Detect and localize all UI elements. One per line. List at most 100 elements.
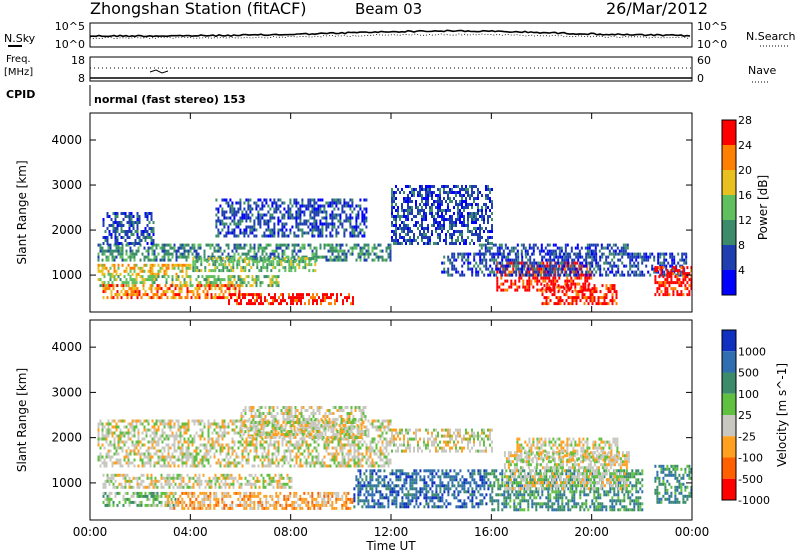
power-cell-4 xyxy=(124,293,127,297)
power-cell-10 xyxy=(514,282,517,286)
power-cell-0 xyxy=(371,249,374,253)
power-cell-11 xyxy=(609,284,612,288)
power-cell-3 xyxy=(183,281,186,285)
power-cell-8 xyxy=(489,230,491,233)
power-cell-12 xyxy=(595,252,598,256)
power-cell-12 xyxy=(587,255,590,259)
power-cell-12 xyxy=(451,273,454,277)
power-cell-7 xyxy=(267,234,270,238)
power-cell-0 xyxy=(145,255,148,259)
power-cell-9 xyxy=(532,246,535,250)
power-cell-8 xyxy=(465,239,467,242)
power-cell-11 xyxy=(547,296,550,300)
power-cell-13 xyxy=(684,275,687,279)
power-cell-12 xyxy=(649,273,652,277)
velocity-cell-0 xyxy=(269,458,272,462)
power-cell-12 xyxy=(563,264,566,268)
power-cell-11 xyxy=(553,293,556,297)
power-cell-8 xyxy=(467,230,469,233)
power-cell-0 xyxy=(97,255,100,259)
power-cell-11 xyxy=(591,287,594,291)
power-cell-4 xyxy=(186,293,189,297)
power-cell-10 xyxy=(552,288,555,292)
power-cell-0 xyxy=(121,249,124,253)
power-cell-0 xyxy=(385,258,388,262)
power-cell-4 xyxy=(150,287,153,291)
power-cell-6 xyxy=(218,263,221,267)
power-cell-0 xyxy=(249,243,252,247)
power-cell-13 xyxy=(658,284,661,288)
power-cell-8 xyxy=(421,215,423,218)
power-cell-7 xyxy=(295,219,298,223)
power-cell-8 xyxy=(407,194,409,197)
velocity-cell-0 xyxy=(161,440,164,444)
power-cell-0 xyxy=(351,249,354,253)
velocity-cell-0 xyxy=(177,458,180,462)
power-cell-8 xyxy=(429,188,431,191)
velocity-cell-0 xyxy=(173,434,176,438)
cpid-label: CPID xyxy=(6,88,35,101)
power-cell-0 xyxy=(143,246,146,250)
power-cell-5 xyxy=(312,296,314,300)
velocity-cell-0 xyxy=(109,440,112,444)
power-cell-1 xyxy=(118,221,121,224)
power-cell-12 xyxy=(589,267,592,271)
power-cell-12 xyxy=(507,273,510,277)
velocity-cell-0 xyxy=(193,458,196,462)
power-cell-12 xyxy=(463,261,466,265)
power-cell-9 xyxy=(622,252,625,256)
power-cell-8 xyxy=(409,242,411,245)
power-cell-6 xyxy=(216,257,219,261)
power-cell-12 xyxy=(483,252,486,256)
power-cell-8 xyxy=(411,242,413,245)
power-cell-7 xyxy=(277,198,280,202)
power-cell-7 xyxy=(225,198,228,202)
power-cell-8 xyxy=(443,185,445,188)
velocity-cell-0 xyxy=(221,419,224,423)
power-cell-6 xyxy=(210,257,213,261)
power-cell-4 xyxy=(176,293,179,297)
power-cell-0 xyxy=(329,255,332,259)
power-cell-5 xyxy=(248,293,250,297)
power-cell-7 xyxy=(239,201,242,205)
power-cell-0 xyxy=(125,243,128,247)
power-cell-1 xyxy=(136,242,139,245)
power-cell-5 xyxy=(270,296,272,300)
power-cell-12 xyxy=(509,273,512,277)
power-cell-8 xyxy=(481,215,483,218)
power-cell-12 xyxy=(455,267,458,271)
power-cell-12 xyxy=(493,261,496,265)
power-cell-11 xyxy=(561,290,564,294)
velocity-cell-0 xyxy=(301,443,304,447)
power-cell-1 xyxy=(116,239,119,242)
velocity-cell-0 xyxy=(231,428,234,432)
velocity-cell-0 xyxy=(213,446,216,450)
power-cell-2 xyxy=(97,263,100,267)
power-cell-8 xyxy=(413,188,415,191)
power-cell-6 xyxy=(276,260,279,264)
velocity-cell-0 xyxy=(203,452,206,456)
power-cell-3 xyxy=(183,278,186,282)
power-cell-7 xyxy=(247,204,250,208)
power-cell-10 xyxy=(590,276,593,280)
power-cell-4 xyxy=(130,296,133,300)
power-cell-0 xyxy=(167,255,170,259)
power-cell-13 xyxy=(664,278,667,282)
power-cell-6 xyxy=(192,257,195,261)
power-cell-0 xyxy=(183,243,186,247)
power-cell-11 xyxy=(597,299,600,303)
power-cell-4 xyxy=(174,296,177,300)
power-cell-3 xyxy=(111,275,114,279)
power-cell-8 xyxy=(395,209,397,212)
power-cell-13 xyxy=(684,278,687,282)
power-cell-10 xyxy=(572,279,575,283)
power-cell-4 xyxy=(120,296,123,300)
power-cell-0 xyxy=(147,246,150,250)
nsky-tick-bottom-right: 10^0 xyxy=(697,38,727,51)
power-cell-7 xyxy=(307,204,310,208)
freq-tick-top: 18 xyxy=(71,54,85,67)
power-cell-8 xyxy=(429,212,431,215)
power-cell-0 xyxy=(345,243,348,247)
power-cell-11 xyxy=(603,302,606,306)
power-cell-13 xyxy=(690,287,693,291)
